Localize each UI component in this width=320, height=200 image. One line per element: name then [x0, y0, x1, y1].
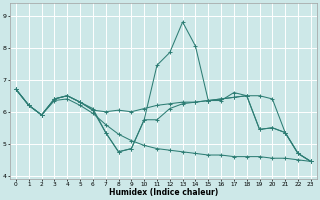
X-axis label: Humidex (Indice chaleur): Humidex (Indice chaleur)	[109, 188, 218, 197]
